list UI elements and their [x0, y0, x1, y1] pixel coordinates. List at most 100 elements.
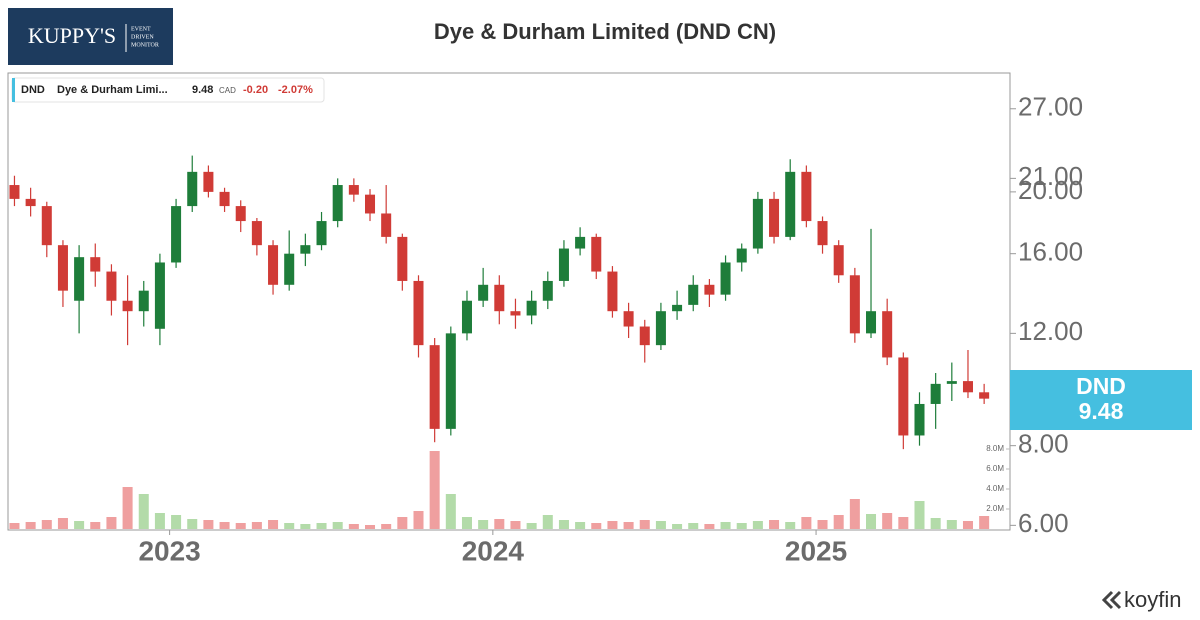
- candle-body: [736, 248, 747, 263]
- candle-body: [882, 311, 893, 358]
- volume-bar: [268, 520, 279, 529]
- candle-body: [785, 171, 796, 237]
- volume-bar: [381, 524, 392, 529]
- candle-body: [332, 185, 343, 222]
- candle-body: [90, 257, 101, 272]
- volume-bar: [914, 501, 925, 529]
- volume-bar: [429, 451, 440, 529]
- candle-body: [57, 245, 68, 291]
- candle-body: [542, 280, 553, 301]
- brand-icon: [1101, 590, 1122, 610]
- price-tag-price: 9.48: [1079, 398, 1124, 424]
- candle-body: [898, 357, 909, 436]
- volume-bar: [930, 518, 941, 529]
- candle-body: [203, 171, 214, 192]
- candle-body: [914, 403, 925, 436]
- candle-body: [171, 206, 182, 263]
- volume-bar: [639, 520, 650, 529]
- logo-name: KUPPY'S: [28, 23, 116, 48]
- volume-bar: [962, 521, 973, 529]
- volume-bar: [575, 522, 586, 529]
- volume-bar: [817, 520, 828, 529]
- volume-bar: [74, 521, 85, 529]
- volume-bar: [41, 520, 52, 529]
- info-stripe: [12, 78, 15, 102]
- candle-body: [74, 257, 85, 301]
- volume-bar: [332, 522, 343, 529]
- candle-body: [106, 271, 117, 301]
- candle-body: [866, 311, 877, 334]
- volume-bar: [542, 515, 553, 529]
- candle-body: [122, 300, 133, 312]
- volume-bar: [558, 520, 569, 529]
- candle-body: [623, 311, 634, 327]
- volume-bar: [720, 522, 731, 529]
- candle-body: [138, 290, 149, 312]
- volume-bar: [785, 522, 796, 529]
- volume-bar: [25, 522, 36, 529]
- volume-bar: [769, 520, 780, 529]
- volume-bar: [365, 525, 376, 529]
- x-tick-label: 2025: [785, 535, 847, 566]
- candle-body: [769, 198, 780, 237]
- volume-bar: [203, 520, 214, 529]
- brand-name: koyfin: [1124, 587, 1181, 612]
- volume-bar: [397, 517, 408, 529]
- volume-bar: [461, 517, 472, 529]
- candle-body: [461, 300, 472, 334]
- volume-tick-label: 4.0M: [986, 484, 1004, 493]
- volume-bar: [57, 518, 68, 529]
- x-tick-label: 2023: [138, 535, 200, 566]
- x-tick-label: 2024: [462, 535, 525, 566]
- candle-body: [284, 253, 295, 285]
- logo-tagline: EVENT: [131, 26, 151, 32]
- volume-tick-label: 6.0M: [986, 464, 1004, 473]
- logo-tagline: MONITOR: [131, 42, 159, 48]
- volume-bar: [235, 523, 246, 529]
- volume-bar: [946, 520, 957, 529]
- candle-body: [801, 171, 812, 222]
- candle-body: [348, 185, 359, 195]
- volume-bar: [187, 519, 198, 529]
- candle-body: [704, 284, 715, 295]
- candle-body: [381, 213, 392, 237]
- y-tick-label: 21.00: [1018, 161, 1083, 191]
- info-currency: CAD: [219, 86, 236, 95]
- volume-tick-label: 8.0M: [986, 444, 1004, 453]
- volume-bar: [300, 524, 311, 529]
- volume-bar: [849, 499, 860, 529]
- candle-body: [688, 284, 699, 305]
- candle-body: [607, 271, 618, 312]
- volume-bar: [704, 524, 715, 529]
- volume-bar: [510, 521, 521, 529]
- candle-body: [833, 245, 844, 276]
- candle-body: [219, 191, 230, 207]
- volume-bar: [171, 515, 182, 529]
- candle-body: [526, 300, 537, 316]
- volume-bar: [526, 523, 537, 529]
- candle-body: [510, 311, 521, 316]
- volume-bar: [90, 522, 101, 529]
- volume-bar: [591, 523, 602, 529]
- candle-body: [655, 311, 666, 346]
- candle-body: [946, 381, 957, 384]
- volume-bar: [688, 523, 699, 529]
- candle-body: [154, 262, 165, 329]
- logo-tagline: DRIVEN: [131, 34, 154, 40]
- volume-bar: [9, 523, 20, 529]
- candle-body: [962, 381, 973, 393]
- volume-bar: [316, 523, 327, 529]
- volume-bar: [607, 521, 618, 529]
- volume-tick-label: 2.0M: [986, 504, 1004, 513]
- y-tick-label: 12.00: [1018, 316, 1083, 346]
- candle-body: [979, 392, 990, 399]
- candle-body: [817, 221, 828, 246]
- plot-frame: [7, 72, 1011, 531]
- y-tick-label: 16.00: [1018, 237, 1083, 267]
- candle-body: [365, 194, 376, 214]
- candle-body: [558, 248, 569, 281]
- candle-body: [720, 262, 731, 295]
- volume-bar: [251, 522, 262, 529]
